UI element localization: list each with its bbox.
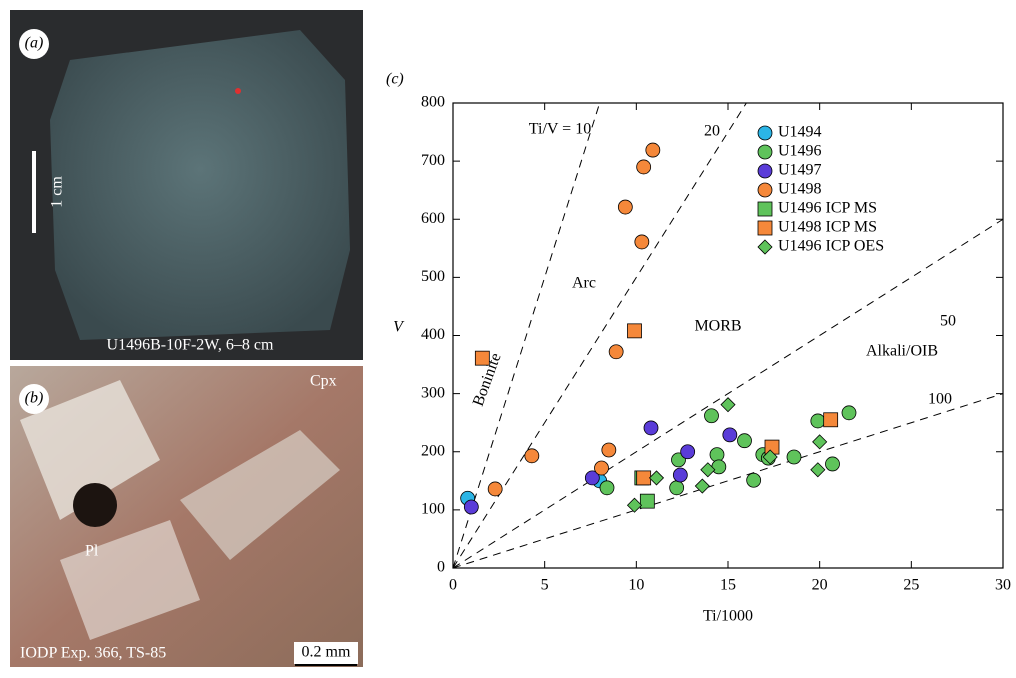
marker-circle — [634, 234, 650, 250]
marker-circle — [594, 460, 609, 476]
ratio-label: 20 — [704, 123, 720, 140]
marker-circle — [746, 472, 762, 488]
marker-diamond — [812, 434, 828, 450]
marker-circle — [810, 413, 826, 429]
photo-caption: U1496B-10F-2W, 6–8 cm — [107, 337, 275, 354]
photo-caption: IODP Exp. 366, TS-85 — [20, 645, 166, 662]
x-tick-label: 5 — [541, 577, 549, 594]
panel-letter: (a) — [25, 35, 44, 52]
marker-circle — [643, 420, 659, 436]
y-tick-label: 400 — [421, 326, 445, 343]
legend-marker — [757, 201, 773, 217]
y-tick-label: 500 — [421, 268, 445, 285]
marker-circle — [680, 444, 696, 460]
y-axis-label: V — [393, 319, 405, 336]
x-tick-label: 15 — [720, 577, 736, 594]
panel-badge — [19, 384, 49, 414]
legend-marker — [757, 163, 773, 179]
y-tick-label: 200 — [421, 442, 445, 459]
y-tick-label: 0 — [437, 559, 445, 576]
ratio-label: 100 — [928, 391, 952, 408]
region-label: Arc — [572, 275, 596, 292]
legend-marker — [757, 125, 773, 141]
ratio-line — [453, 103, 747, 568]
marker-square — [627, 323, 642, 339]
marker-circle — [786, 449, 802, 465]
marker-diamond — [648, 470, 665, 486]
legend-label: U1496 — [778, 143, 822, 160]
marker-diamond — [810, 462, 826, 478]
legend-marker — [757, 182, 773, 198]
marker-diamond — [694, 478, 710, 494]
marker-circle — [709, 447, 725, 463]
plot-frame — [452, 102, 1004, 569]
legend-label: U1494 — [778, 124, 822, 141]
region-label: MORB — [694, 318, 741, 335]
legend-marker — [757, 144, 773, 160]
ratio-label: 50 — [940, 313, 956, 330]
marker-circle — [645, 142, 661, 158]
panel-letter: (b) — [25, 390, 44, 407]
marker-circle — [711, 459, 727, 475]
marker-circle — [704, 408, 719, 424]
photo-b — [10, 366, 363, 667]
marker-diamond — [700, 462, 716, 478]
legend-label: U1496 ICP MS — [778, 200, 877, 217]
legend-label: U1496 ICP OES — [778, 238, 884, 255]
marker-circle — [608, 344, 624, 360]
marker-square — [636, 470, 652, 486]
legend-label: U1497 — [778, 162, 822, 179]
marker-circle — [601, 442, 617, 458]
marker-circle — [617, 199, 633, 215]
marker-square — [823, 412, 839, 428]
ratio-label: Ti/V = 10 — [529, 121, 591, 138]
x-tick-label: 20 — [812, 577, 828, 594]
marker-diamond — [762, 449, 778, 465]
marker-circle — [599, 480, 615, 496]
panel-badge — [19, 29, 49, 59]
marker-square — [474, 350, 490, 366]
x-tick-label: 0 — [449, 577, 457, 594]
ratio-line — [453, 218, 1003, 568]
mineral-label: Pl — [85, 543, 99, 560]
ratio-line — [453, 393, 1003, 568]
panel-letter: (c) — [386, 71, 404, 88]
legend-marker — [757, 239, 773, 255]
marker-circle — [722, 427, 738, 443]
marker-circle — [737, 433, 752, 449]
marker-circle — [636, 159, 652, 175]
marker-circle — [672, 467, 688, 483]
x-tick-label: 30 — [995, 577, 1011, 594]
y-tick-label: 800 — [421, 94, 445, 111]
marker-square — [639, 493, 655, 509]
marker-circle — [584, 470, 600, 486]
marker-circle — [463, 499, 479, 515]
region-label: Alkali/OIB — [866, 343, 938, 360]
legend-marker — [757, 220, 773, 236]
x-axis-label: Ti/1000 — [703, 608, 753, 625]
mineral-label: Cpx — [310, 373, 337, 390]
y-tick-label: 600 — [421, 210, 445, 227]
marker-circle — [841, 405, 857, 421]
scale-label: 0.2 mm — [302, 644, 351, 661]
marker-circle — [487, 481, 503, 497]
marker-diamond — [626, 497, 643, 513]
x-tick-label: 10 — [628, 577, 644, 594]
marker-circle — [524, 448, 540, 464]
x-tick-label: 25 — [903, 577, 919, 594]
ratio-line — [453, 103, 601, 568]
marker-circle — [825, 456, 840, 472]
photo-a — [10, 10, 363, 360]
y-tick-label: 100 — [421, 501, 445, 518]
legend-label: U1498 — [778, 181, 822, 198]
legend-label: U1498 ICP MS — [778, 219, 877, 236]
marker-circle — [669, 480, 685, 496]
y-tick-label: 700 — [421, 152, 445, 169]
scale-label: 1 cm — [49, 176, 66, 208]
marker-diamond — [720, 397, 736, 413]
y-tick-label: 300 — [421, 384, 445, 401]
